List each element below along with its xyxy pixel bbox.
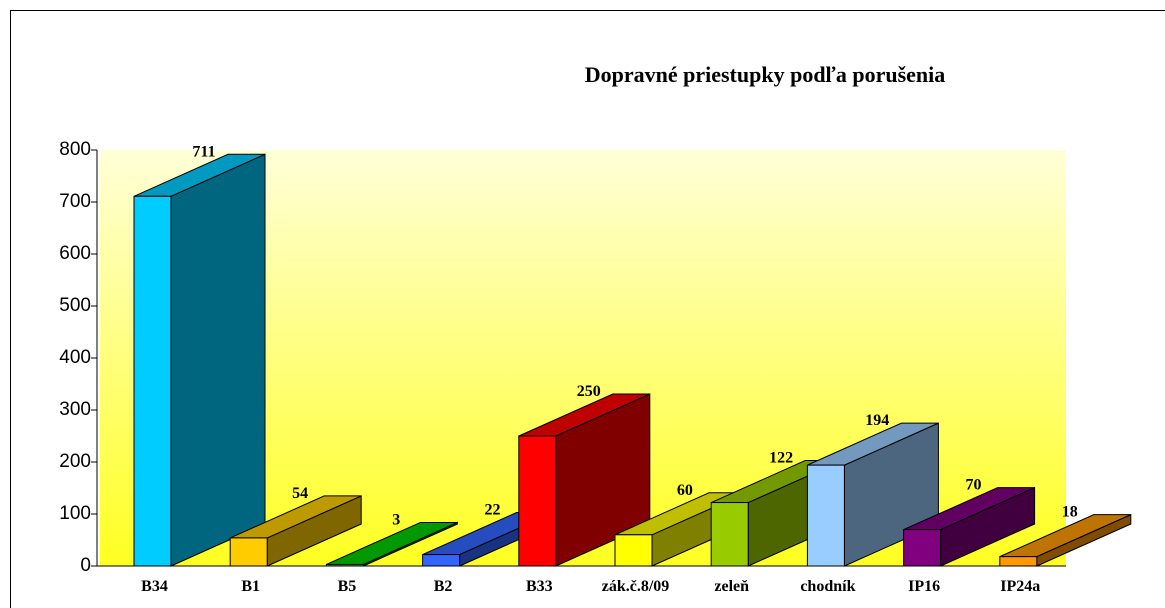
x-tick-label: IP16 bbox=[908, 578, 940, 595]
y-tick-label: 500 bbox=[59, 295, 91, 316]
value-label: 22 bbox=[485, 502, 501, 519]
value-label: 70 bbox=[966, 477, 982, 494]
y-tick-label: 600 bbox=[59, 243, 91, 264]
bar bbox=[133, 195, 172, 567]
value-label: 194 bbox=[865, 412, 889, 429]
value-label: 122 bbox=[769, 450, 793, 467]
y-tick-label: 200 bbox=[59, 451, 91, 472]
x-tick-label: zeleň bbox=[714, 578, 749, 595]
y-tick-label: 700 bbox=[59, 191, 91, 212]
x-tick-label: zák.č.8/09 bbox=[602, 578, 670, 595]
value-label: 711 bbox=[192, 143, 215, 160]
bar bbox=[422, 554, 461, 567]
value-label: 250 bbox=[577, 383, 601, 400]
bar bbox=[229, 537, 268, 567]
x-tick-label: B34 bbox=[141, 578, 168, 595]
value-label: 18 bbox=[1062, 504, 1078, 521]
value-label: 3 bbox=[392, 511, 400, 528]
x-tick-label: B1 bbox=[241, 578, 260, 595]
value-label: 60 bbox=[677, 482, 693, 499]
frame bbox=[10, 10, 1165, 608]
bar bbox=[999, 556, 1038, 567]
y-tick-label: 400 bbox=[59, 347, 91, 368]
y-tick-label: 100 bbox=[59, 503, 91, 524]
chart-title: Dopravné priestupky podľa porušenia bbox=[585, 62, 946, 87]
y-tick-label: 300 bbox=[59, 399, 91, 420]
bar-side bbox=[170, 153, 266, 567]
bar bbox=[614, 534, 653, 567]
x-tick-label: IP24a bbox=[1000, 578, 1040, 595]
x-tick-label: B5 bbox=[338, 578, 357, 595]
y-tick-label: 800 bbox=[59, 139, 91, 160]
value-label: 54 bbox=[292, 485, 308, 502]
x-tick-label: B2 bbox=[434, 578, 453, 595]
bar bbox=[518, 435, 557, 567]
bar bbox=[903, 529, 942, 567]
x-tick-label: B33 bbox=[526, 578, 553, 595]
bar bbox=[325, 563, 364, 567]
x-tick-label: chodník bbox=[800, 578, 855, 595]
bar bbox=[806, 464, 845, 567]
bar bbox=[710, 502, 749, 567]
y-tick-label: 0 bbox=[80, 555, 91, 576]
